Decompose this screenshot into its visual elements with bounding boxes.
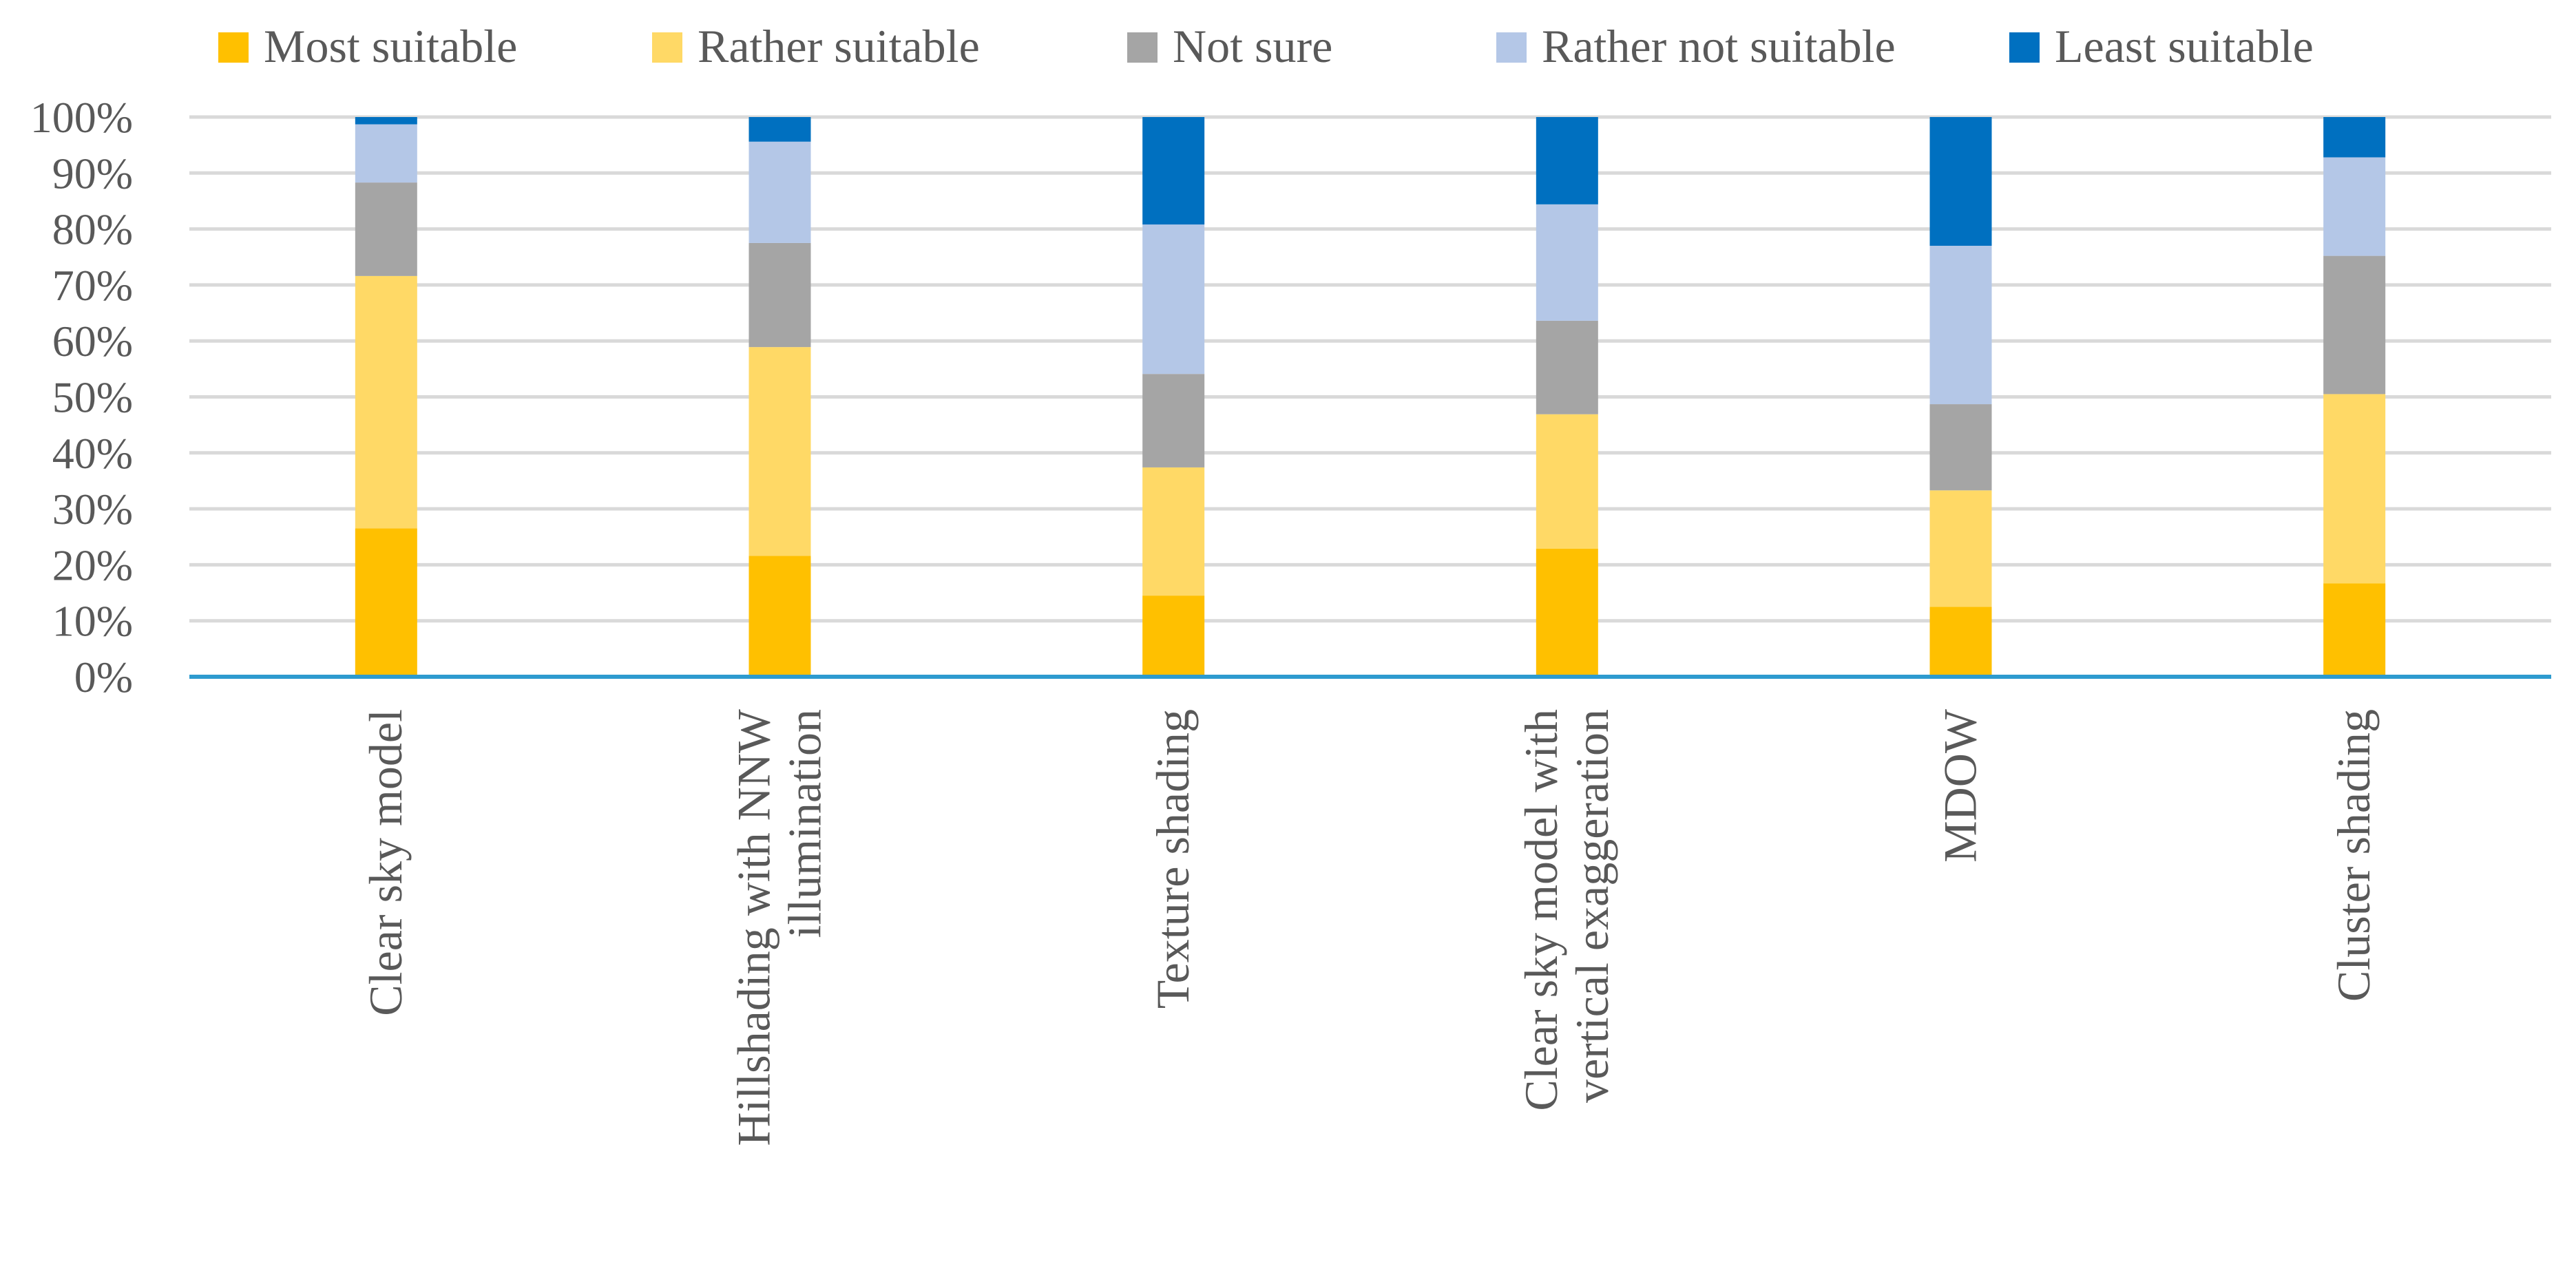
bar-segment <box>1536 204 1598 321</box>
bar-segment <box>355 182 417 276</box>
legend-swatch <box>2009 32 2040 63</box>
bar-segment <box>1142 374 1205 467</box>
bar-segment <box>1536 548 1598 677</box>
legend: Most suitable Rather suitable Not sure Rath… <box>218 20 2314 72</box>
bar-segment <box>748 556 811 677</box>
x-tick-label: vertical exaggeration <box>1566 709 1618 1103</box>
bar-segment <box>1142 117 1205 225</box>
bar-segment <box>748 242 811 348</box>
bar-segment <box>2323 394 2386 584</box>
bar-segment <box>2323 255 2386 394</box>
bar-segment <box>748 117 811 142</box>
legend-swatch <box>652 32 682 63</box>
y-tick-label: 20% <box>52 540 133 589</box>
y-tick-label: 0% <box>74 653 133 702</box>
bar-segment <box>1929 490 1992 607</box>
legend-label: Least suitable <box>2055 20 2314 72</box>
bar-segment <box>1929 404 1992 491</box>
x-tick-label: Clear sky model <box>359 709 412 1016</box>
bar-segment <box>748 141 811 243</box>
x-tick-label: Hillshading with NNW <box>728 708 780 1146</box>
bar-segment <box>355 117 417 125</box>
bar-segment <box>355 275 417 529</box>
x-tick-label: Texture shading <box>1146 709 1199 1009</box>
y-axis: 0% 10% 20% 30% 40% 50% 60% 70% 80% 90% 100% <box>30 93 133 702</box>
x-axis-labels: Clear sky model Hillshading with NNWillum… <box>359 708 2380 1146</box>
bar-segment <box>1536 117 1598 204</box>
bar-segment <box>2323 117 2386 158</box>
bar-segment <box>1536 320 1598 414</box>
bar-segment <box>355 528 417 677</box>
legend-swatch <box>1496 32 1527 63</box>
y-tick-label: 40% <box>52 429 133 478</box>
legend-label: Most suitable <box>264 20 517 72</box>
bar-segment <box>748 347 811 556</box>
bar-segment <box>1536 414 1598 549</box>
y-tick-label: 80% <box>52 205 133 254</box>
x-tick-label: illumination <box>779 709 831 938</box>
x-tick-label: MDOW <box>1934 708 1987 863</box>
legend-swatch <box>1127 32 1158 63</box>
y-tick-label: 90% <box>52 149 133 198</box>
y-tick-label: 50% <box>52 373 133 422</box>
y-tick-label: 100% <box>30 93 133 142</box>
x-tick-label: Cluster shading <box>2327 709 2380 1002</box>
bar-segment <box>1929 117 1992 246</box>
y-tick-label: 60% <box>52 317 133 366</box>
bar-segment <box>1142 596 1205 677</box>
y-tick-label: 70% <box>52 261 133 310</box>
legend-label: Not sure <box>1173 20 1332 72</box>
bar-segment <box>2323 583 2386 677</box>
bar-segment <box>1142 467 1205 596</box>
legend-label: Rather suitable <box>698 20 980 72</box>
legend-swatch <box>218 32 249 63</box>
x-tick-label: Clear sky model with <box>1515 709 1567 1111</box>
y-tick-label: 30% <box>52 485 133 534</box>
bars <box>355 117 2386 677</box>
bar-segment <box>2323 157 2386 256</box>
legend-label: Rather not suitable <box>1542 20 1896 72</box>
y-tick-label: 10% <box>52 597 133 646</box>
bar-segment <box>1929 245 1992 405</box>
gridlines <box>189 115 2551 623</box>
bar-segment <box>1929 607 1992 677</box>
bar-segment <box>355 124 417 183</box>
bar-segment <box>1142 224 1205 375</box>
